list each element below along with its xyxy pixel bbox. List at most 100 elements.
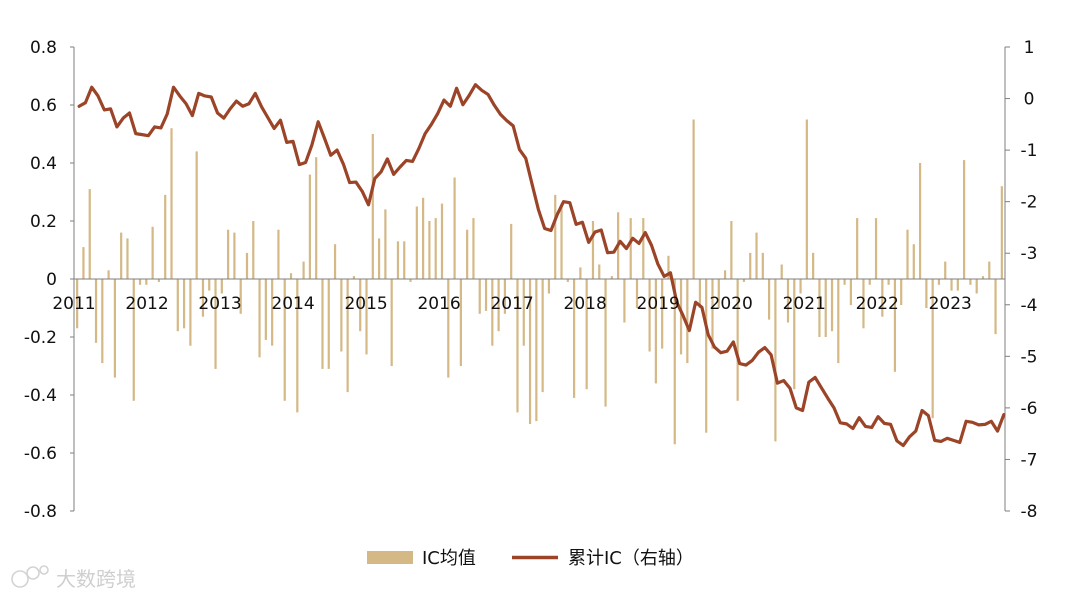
bar-135	[925, 279, 928, 308]
left-tick-label: -0.4	[24, 386, 57, 406]
bar-79	[573, 279, 576, 398]
bar-114	[793, 279, 796, 390]
bar-62	[466, 229, 469, 279]
bar-136	[931, 279, 934, 419]
right-tick-label: -1	[1021, 141, 1038, 161]
bar-120	[830, 279, 834, 332]
bar-141	[963, 160, 966, 279]
bar-47	[371, 134, 374, 279]
bar-2	[88, 189, 91, 279]
bar-121	[837, 279, 840, 364]
bar-119	[824, 279, 827, 337]
right-tick-label: -3	[1021, 244, 1038, 264]
bar-37	[308, 174, 311, 279]
bar-102	[717, 279, 720, 308]
bar-140	[956, 279, 959, 291]
x-axis-year-labels: 2011 2012 2013 2014 2015 2016 2017 2018 2019 2020…	[52, 294, 972, 314]
bar-31	[271, 279, 274, 346]
right-tick-label: -2	[1021, 193, 1038, 213]
bar-50	[390, 279, 393, 366]
right-tick-label: -4	[1021, 296, 1038, 316]
bar-100	[705, 279, 708, 433]
bar-59	[447, 279, 450, 378]
x-tick-label-2013: 2013	[198, 294, 241, 314]
bar-34	[289, 273, 293, 279]
bar-20	[201, 279, 205, 317]
bar-46	[365, 279, 368, 355]
right-tick-label: -7	[1021, 450, 1038, 470]
bar-70	[516, 279, 519, 413]
left-tick-label: 0.8	[30, 38, 57, 58]
bar-81	[585, 279, 588, 390]
x-tick-label-2011: 2011	[52, 294, 95, 314]
right-tick-label: -5	[1021, 347, 1038, 367]
bar-66	[491, 279, 494, 346]
x-tick-label-2014: 2014	[271, 294, 314, 314]
x-tick-label-2019: 2019	[637, 294, 680, 314]
bar-3	[94, 279, 98, 343]
bar-15	[170, 128, 173, 279]
bar-series-ic-mean	[76, 119, 1003, 445]
bar-53	[409, 279, 412, 282]
bar-110	[768, 279, 771, 320]
bar-125	[862, 279, 865, 329]
bar-68	[503, 279, 506, 314]
bar-9	[132, 279, 135, 401]
bar-92	[654, 279, 657, 384]
bar-77	[560, 203, 563, 279]
x-tick-label-2018: 2018	[564, 294, 607, 314]
bar-118	[818, 279, 821, 337]
left-axis-tick-labels: 0.8 0.6 0.4 0.2 0 -0.2 -0.4 -0.6 -0.8	[24, 38, 57, 522]
bar-32	[277, 229, 280, 279]
bar-126	[868, 279, 871, 285]
bar-11	[145, 279, 148, 285]
bar-106	[742, 279, 746, 282]
bar-97	[686, 279, 689, 364]
bar-8	[126, 238, 129, 279]
bar-16	[176, 279, 179, 332]
bar-82	[591, 221, 595, 279]
bar-52	[403, 241, 406, 279]
left-tick-label: -0.2	[24, 328, 57, 348]
bar-130	[893, 279, 897, 372]
bar-30	[264, 279, 267, 340]
bar-43	[346, 279, 349, 393]
bar-94	[667, 255, 670, 279]
bar-75	[547, 279, 551, 294]
bar-55	[422, 197, 425, 279]
bar-60	[453, 177, 456, 279]
bar-49	[384, 209, 387, 279]
bar-73	[535, 279, 538, 422]
x-tick-label-2017: 2017	[490, 294, 533, 314]
bar-13	[157, 279, 161, 282]
bar-72	[528, 279, 532, 424]
right-tick-label: -6	[1021, 399, 1038, 419]
bar-51	[396, 241, 400, 279]
bar-117	[812, 252, 815, 279]
legend-bar-label: IC均值	[422, 548, 476, 569]
bar-95	[673, 279, 676, 445]
bar-26	[239, 279, 242, 314]
bar-85	[610, 276, 613, 279]
bar-133	[912, 244, 915, 279]
bar-88	[629, 218, 632, 279]
bar-139	[950, 279, 953, 291]
bar-33	[283, 279, 286, 401]
bar-112	[780, 264, 783, 279]
bar-4	[101, 279, 104, 364]
bar-1	[82, 247, 85, 279]
bar-83	[598, 264, 601, 279]
bar-131	[900, 279, 903, 306]
left-tick-label: 0.6	[30, 96, 57, 116]
bar-99	[698, 279, 702, 308]
bar-101	[711, 279, 714, 349]
bar-14	[164, 194, 167, 279]
bar-116	[805, 119, 808, 279]
bar-24	[227, 229, 230, 279]
axes	[70, 46, 1010, 512]
x-tick-label-2020: 2020	[710, 294, 753, 314]
bar-146	[994, 279, 997, 335]
x-tick-label-2012: 2012	[125, 294, 168, 314]
bar-28	[252, 221, 255, 279]
